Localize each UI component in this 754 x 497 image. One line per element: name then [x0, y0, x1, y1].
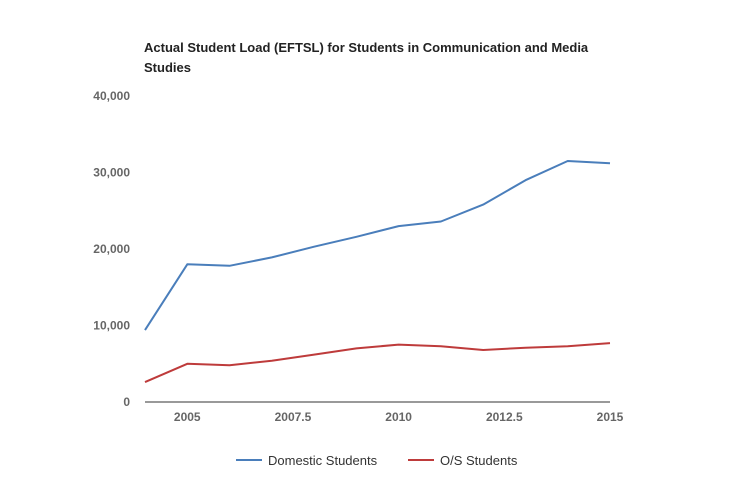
x-tick-label: 2012.5 [486, 410, 523, 424]
x-tick-label: 2010 [385, 410, 412, 424]
y-tick-label: 20,000 [93, 242, 130, 256]
series-lines [144, 160, 611, 384]
series-line-1 [144, 342, 611, 384]
legend-label: Domestic Students [268, 453, 378, 468]
legend-label: O/S Students [440, 453, 518, 468]
chart-title: Actual Student Load (EFTSL) for Students… [144, 40, 589, 75]
y-tick-label: 10,000 [93, 319, 130, 333]
series-line-0 [144, 160, 611, 331]
x-tick-label: 2007.5 [275, 410, 312, 424]
legend: Domestic Students O/S Students [236, 453, 518, 468]
y-tick-label: 30,000 [93, 166, 130, 180]
y-tick-label: 0 [123, 395, 130, 409]
x-tick-label: 2015 [597, 410, 624, 424]
x-tick-label: 2005 [174, 410, 201, 424]
y-axis-ticks: 0 10,000 20,000 30,000 40,000 [93, 89, 130, 409]
y-tick-label: 40,000 [93, 89, 130, 103]
x-axis-ticks: 2005 2007.5 2010 2012.5 2015 [174, 410, 624, 424]
